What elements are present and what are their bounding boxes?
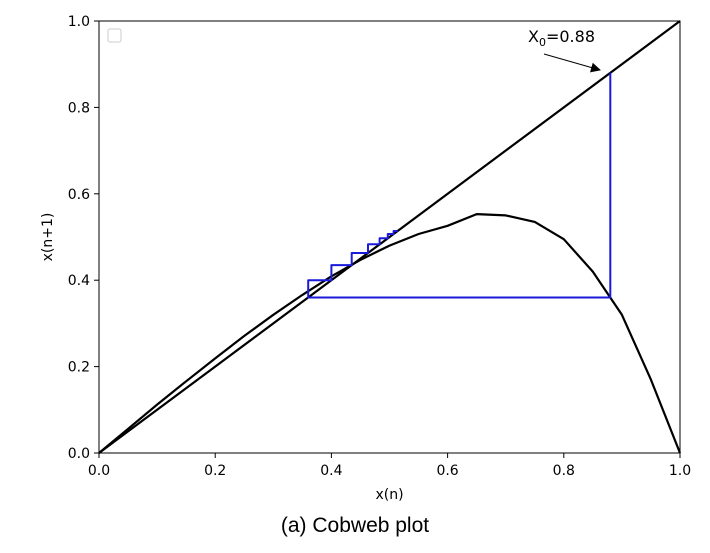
y-tick-label: 0.6 — [68, 187, 90, 203]
x-tick-label: 0.0 — [88, 463, 110, 479]
x-tick-label: 0.6 — [436, 463, 458, 479]
y-tick-label: 0.2 — [68, 360, 90, 376]
y-tick-label: 0.4 — [68, 273, 90, 289]
y-axis-label: x(n+1) — [40, 213, 56, 262]
cobweb-chart: 0.0 0.2 0.4 0.6 0.8 1.0 0.0 0.2 0.4 0.6 0.8 1.0 x(… — [40, 14, 691, 503]
x-axis-label: x(n) — [375, 487, 403, 503]
x0-annotation: X0=0.88 — [528, 27, 601, 73]
y-tick-label: 0.0 — [68, 446, 90, 462]
x-tick-label: 0.8 — [553, 463, 575, 479]
annotation-arrow — [543, 53, 601, 73]
x-tick-label: 0.4 — [320, 463, 342, 479]
cobweb-series — [307, 72, 612, 299]
x-tick-label: 1.0 — [669, 463, 691, 479]
identity-series — [98, 20, 681, 454]
figure-caption: (a) Cobweb plot — [280, 514, 430, 537]
y-tick-label: 1.0 — [68, 14, 90, 30]
legend-box — [107, 28, 122, 43]
x-tick-label: 0.2 — [204, 463, 226, 479]
y-tick-label: 0.8 — [68, 100, 90, 116]
annotation-label: X0=0.88 — [528, 27, 595, 49]
curve-series — [98, 213, 682, 454]
